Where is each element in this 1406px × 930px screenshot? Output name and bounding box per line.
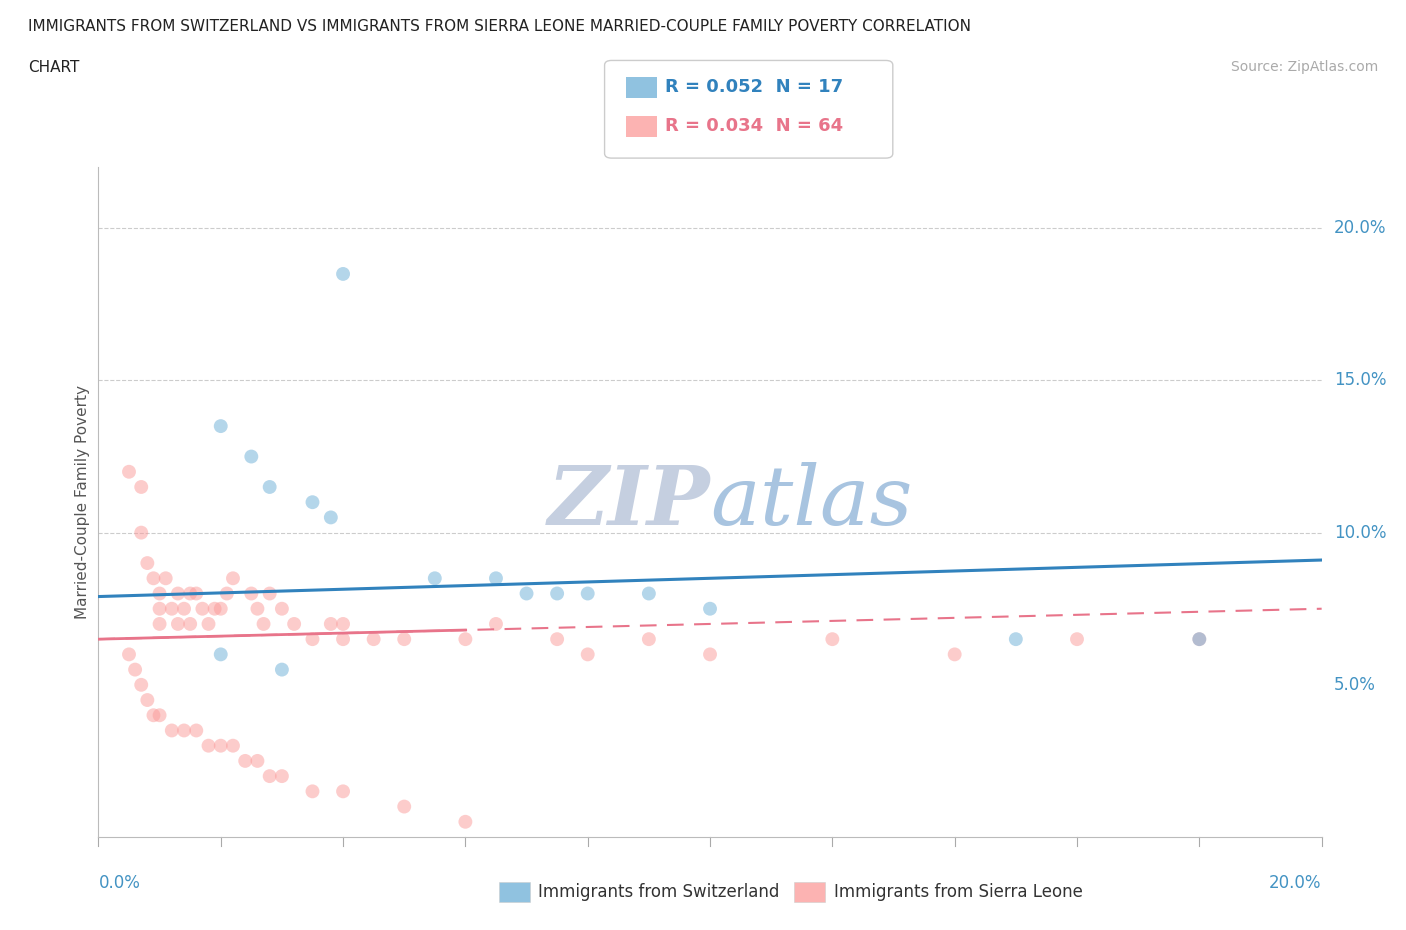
Point: [423, 571, 446, 586]
Point: [129, 480, 152, 495]
Point: [179, 617, 201, 631]
Point: [167, 586, 190, 601]
Text: 5.0%: 5.0%: [1334, 676, 1375, 694]
Text: Source: ZipAtlas.com: Source: ZipAtlas.com: [1230, 60, 1378, 74]
Point: [246, 602, 269, 617]
Point: [149, 602, 172, 617]
Point: [142, 571, 165, 586]
Point: [129, 525, 152, 540]
Point: [222, 738, 245, 753]
Point: [167, 617, 190, 631]
Point: [118, 647, 141, 662]
Point: [516, 586, 538, 601]
Text: R = 0.034  N = 64: R = 0.034 N = 64: [665, 117, 844, 136]
Point: [546, 631, 568, 646]
Point: [1188, 631, 1211, 646]
Point: [197, 617, 219, 631]
Point: [699, 647, 721, 662]
Point: [209, 602, 232, 617]
Point: [197, 738, 219, 753]
Point: [246, 753, 269, 768]
Point: [301, 495, 323, 510]
Point: [270, 662, 292, 677]
Point: [160, 723, 183, 737]
Point: [173, 723, 195, 737]
Point: [637, 631, 661, 646]
Point: [637, 586, 661, 601]
Point: [270, 602, 292, 617]
Point: [240, 449, 263, 464]
Text: IMMIGRANTS FROM SWITZERLAND VS IMMIGRANTS FROM SIERRA LEONE MARRIED-COUPLE FAMIL: IMMIGRANTS FROM SWITZERLAND VS IMMIGRANT…: [28, 19, 972, 33]
Point: [124, 662, 146, 677]
Point: [332, 617, 354, 631]
Point: [186, 723, 208, 737]
Point: [209, 647, 232, 662]
Text: R = 0.052  N = 17: R = 0.052 N = 17: [665, 78, 844, 97]
Y-axis label: Married-Couple Family Poverty: Married-Couple Family Poverty: [75, 385, 90, 619]
Point: [332, 784, 354, 799]
Point: [319, 617, 342, 631]
Text: Immigrants from Switzerland: Immigrants from Switzerland: [538, 883, 780, 901]
Point: [259, 586, 281, 601]
Point: [149, 586, 172, 601]
Text: Immigrants from Sierra Leone: Immigrants from Sierra Leone: [834, 883, 1083, 901]
Point: [392, 631, 416, 646]
Point: [301, 784, 323, 799]
Point: [129, 677, 152, 692]
Point: [160, 602, 183, 617]
Point: [215, 586, 238, 601]
Point: [149, 708, 172, 723]
Text: 20.0%: 20.0%: [1334, 219, 1386, 237]
Point: [118, 464, 141, 479]
Text: CHART: CHART: [28, 60, 80, 75]
Point: [136, 555, 159, 570]
Text: 0.0%: 0.0%: [98, 873, 141, 892]
Point: [392, 799, 416, 814]
Point: [136, 693, 159, 708]
Text: 20.0%: 20.0%: [1270, 873, 1322, 892]
Point: [332, 631, 354, 646]
Point: [240, 586, 263, 601]
Point: [233, 753, 256, 768]
Point: [179, 586, 201, 601]
Point: [173, 602, 195, 617]
Text: 10.0%: 10.0%: [1334, 524, 1386, 541]
Point: [209, 738, 232, 753]
Point: [576, 647, 599, 662]
Point: [319, 510, 342, 525]
Point: [454, 815, 477, 830]
Point: [283, 617, 305, 631]
Point: [332, 267, 354, 282]
Point: [1188, 631, 1211, 646]
Point: [576, 586, 599, 601]
Point: [259, 480, 281, 495]
Point: [155, 571, 177, 586]
Point: [186, 586, 208, 601]
Point: [821, 631, 844, 646]
Point: [204, 602, 226, 617]
Point: [454, 631, 477, 646]
Point: [259, 769, 281, 784]
Point: [209, 418, 232, 433]
Text: 15.0%: 15.0%: [1334, 371, 1386, 390]
Point: [149, 617, 172, 631]
Point: [1004, 631, 1026, 646]
Point: [191, 602, 214, 617]
Point: [301, 631, 323, 646]
Point: [252, 617, 274, 631]
Point: [485, 617, 508, 631]
Point: [485, 571, 508, 586]
Text: atlas: atlas: [710, 462, 912, 542]
Point: [699, 602, 721, 617]
Point: [363, 631, 385, 646]
Point: [943, 647, 966, 662]
Point: [270, 769, 292, 784]
Point: [546, 586, 568, 601]
Point: [142, 708, 165, 723]
Point: [1066, 631, 1088, 646]
Text: ZIP: ZIP: [547, 462, 710, 542]
Point: [222, 571, 245, 586]
